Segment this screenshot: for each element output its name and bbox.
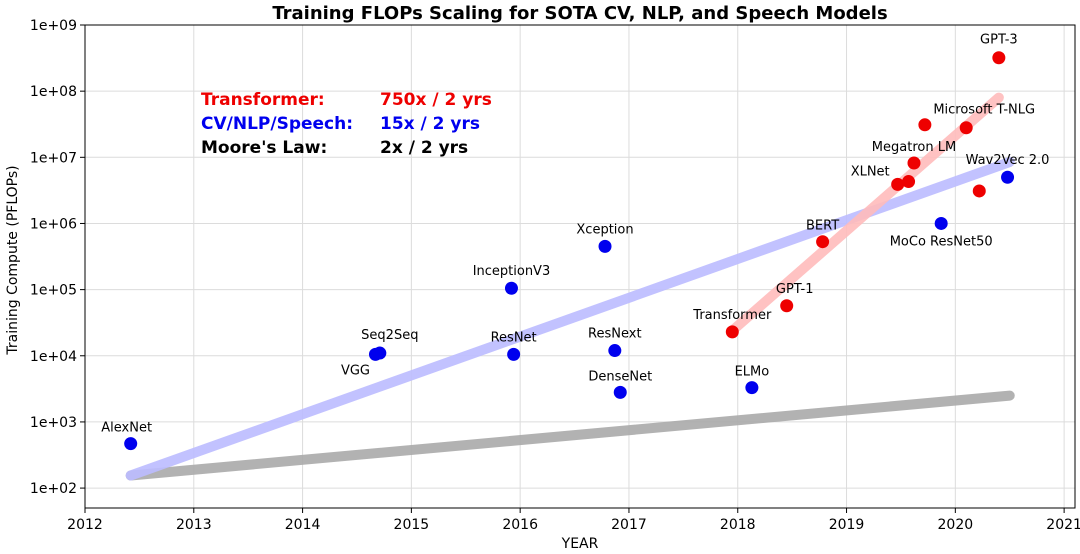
point-unlabeled [902,175,916,189]
label-densenet: DenseNet [588,369,652,384]
point-resnext [608,344,622,358]
point-bert [816,235,830,249]
point-unlabeled [918,118,932,132]
label-wav2vec-2-0: Wav2Vec 2.0 [966,153,1050,168]
legend-rate-2: 15x / 2 yrs [380,114,480,134]
point-microsoft-t-nlg [959,121,973,135]
legend-name-1: Transformer: [201,90,325,110]
point-resnet [507,347,521,361]
x-tick-label: 2012 [67,517,103,533]
y-tick-label: 1e+05 [30,283,77,299]
label-moco-resnet50: MoCo ResNet50 [890,234,993,249]
x-tick-label: 2013 [176,517,212,533]
x-tick-label: 2017 [611,517,647,533]
x-axis-label: YEAR [561,536,599,552]
x-tick-label: 2016 [502,517,538,533]
label-gpt-3: GPT-3 [980,33,1018,48]
label-bert: BERT [806,219,839,234]
point-gpt-1 [780,299,794,313]
label-gpt-1: GPT-1 [776,282,814,297]
plot-area-frame [84,24,1076,509]
legend-rate-3: 2x / 2 yrs [380,138,468,158]
label-xlnet: XLNet [851,164,890,179]
point-seq2seq [373,346,387,360]
label-xception: Xception [576,222,633,237]
label-inceptionv3: InceptionV3 [473,264,551,279]
legend-name-2: CV/NLP/Speech: [201,114,353,134]
label-microsoft-t-nlg: Microsoft T-NLG [933,103,1035,118]
y-tick-label: 1e+09 [30,18,77,34]
label-vgg: VGG [341,363,370,378]
trend-lines [125,92,1015,481]
y-tick-label: 1e+08 [30,84,77,100]
point-moco-resnet50 [934,216,948,230]
legend-name-3: Moore's Law: [201,138,327,158]
y-tick-label: 1e+03 [30,415,77,431]
point-inceptionv3 [504,281,518,295]
label-alexnet: AlexNet [101,421,152,436]
point-xception [598,239,612,253]
point-unlabeled [972,184,986,198]
x-tick-label: 2019 [829,517,865,533]
point-megatron-lm [907,156,921,170]
x-tick-label: 2014 [285,517,321,533]
label-elmo: ELMo [735,365,770,380]
chart-title: Training FLOPs Scaling for SOTA CV, NLP,… [272,3,887,24]
point-xlnet [891,177,905,191]
label-transformer: Transformer [692,308,772,323]
x-tick-label: 2015 [394,517,430,533]
data-labels: AlexNet VGG Seq2Seq InceptionV3 ResNet Xcepti… [101,33,1049,436]
point-gpt-3 [992,51,1006,65]
y-tick-label: 1e+04 [30,349,77,365]
data-points [124,51,1015,451]
point-densenet [613,385,627,399]
point-transformer [725,325,739,339]
y-tick-label: 1e+02 [30,481,77,497]
label-seq2seq: Seq2Seq [361,328,418,343]
point-elmo [745,381,759,395]
point-alexnet [124,437,138,451]
trend-line-3 [727,92,1004,336]
x-tick-label: 2021 [1046,517,1080,533]
x-tick-label: 2020 [938,517,974,533]
y-axis-label: Training Compute (PFLOPs) [5,165,21,355]
legend-rate-1: 750x / 2 yrs [380,90,492,110]
rate-legend: Transformer: 750x / 2 yrs CV/NLP/Speech: 15… [201,90,492,158]
y-tick-label: 1e+06 [30,216,77,232]
point-wav2vec-2-0 [1001,170,1015,184]
x-tick-label: 2018 [720,517,756,533]
label-resnext: ResNext [588,327,642,342]
y-tick-label: 1e+07 [30,150,77,166]
label-resnet: ResNet [491,330,537,345]
trend-line-1 [125,390,1015,481]
axis-ticks: 2012 2013 2014 2015 2016 2017 2018 2019 2020 2021… [30,18,1080,533]
label-megatron-lm: Megatron LM [872,140,956,155]
